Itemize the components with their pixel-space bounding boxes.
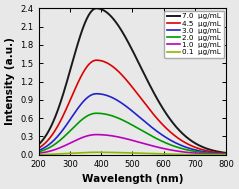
3.0  μg/mL [185,146,188,149]
3.0  μg/mL [95,93,98,95]
0.1  μg/mL [225,153,228,156]
2.0  μg/mL [219,153,222,155]
0.1  μg/mL [124,152,126,154]
7.0  μg/mL [124,35,126,37]
Line: 3.0  μg/mL: 3.0 μg/mL [38,94,226,154]
4.5  μg/mL [95,59,98,61]
Line: 0.1  μg/mL: 0.1 μg/mL [38,152,226,155]
3.0  μg/mL [47,144,49,146]
2.0  μg/mL [128,123,131,125]
2.0  μg/mL [219,153,222,155]
7.0  μg/mL [37,143,40,146]
2.0  μg/mL [37,151,40,153]
0.1  μg/mL [185,153,188,156]
4.5  μg/mL [219,152,222,154]
4.5  μg/mL [47,139,49,141]
3.0  μg/mL [124,104,126,107]
1.0  μg/mL [124,137,126,139]
Line: 4.5  μg/mL: 4.5 μg/mL [38,60,226,153]
7.0  μg/mL [185,136,188,138]
1.0  μg/mL [95,133,98,136]
1.0  μg/mL [47,150,49,153]
1.0  μg/mL [219,153,222,156]
0.1  μg/mL [47,153,49,156]
3.0  μg/mL [128,108,131,110]
4.5  μg/mL [124,77,126,79]
4.5  μg/mL [37,147,40,149]
1.0  μg/mL [219,153,222,156]
0.1  μg/mL [219,153,222,156]
4.5  μg/mL [219,152,222,154]
7.0  μg/mL [219,151,222,153]
2.0  μg/mL [124,120,126,122]
Line: 7.0  μg/mL: 7.0 μg/mL [38,8,226,153]
0.1  μg/mL [37,153,40,156]
3.0  μg/mL [37,149,40,152]
4.5  μg/mL [185,142,188,144]
4.5  μg/mL [225,152,228,155]
7.0  μg/mL [225,152,228,154]
Legend: 7.0  μg/mL, 4.5  μg/mL, 3.0  μg/mL, 2.0  μg/mL, 1.0  μg/mL, 0.1  μg/mL: 7.0 μg/mL, 4.5 μg/mL, 3.0 μg/mL, 2.0 μg/… [164,11,224,58]
Y-axis label: Intensity (a.u.): Intensity (a.u.) [5,38,15,125]
3.0  μg/mL [219,153,222,155]
2.0  μg/mL [185,149,188,151]
2.0  μg/mL [47,147,49,149]
7.0  μg/mL [95,7,98,9]
2.0  μg/mL [95,112,98,114]
Line: 2.0  μg/mL: 2.0 μg/mL [38,113,226,154]
7.0  μg/mL [47,131,49,133]
Line: 1.0  μg/mL: 1.0 μg/mL [38,135,226,154]
3.0  μg/mL [225,153,228,155]
7.0  μg/mL [219,151,222,153]
0.1  μg/mL [95,151,98,153]
0.1  μg/mL [128,152,131,154]
1.0  μg/mL [128,139,131,141]
3.0  μg/mL [219,153,222,155]
1.0  μg/mL [225,153,228,156]
0.1  μg/mL [219,153,222,156]
4.5  μg/mL [128,83,131,85]
7.0  μg/mL [128,44,131,47]
1.0  μg/mL [185,151,188,153]
X-axis label: Wavelength (nm): Wavelength (nm) [81,174,183,184]
2.0  μg/mL [225,153,228,155]
1.0  μg/mL [37,152,40,154]
